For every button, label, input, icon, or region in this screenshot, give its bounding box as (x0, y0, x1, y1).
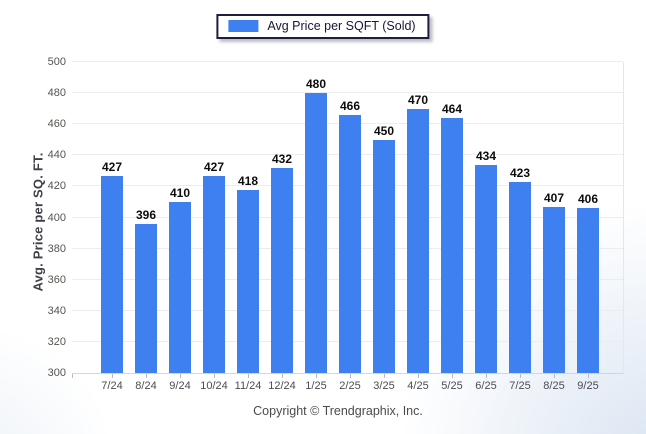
bar (135, 223, 157, 373)
x-tick-label: 5/25 (441, 380, 463, 392)
bar-value-label: 410 (169, 185, 191, 200)
bar-value-label: 464 (441, 101, 463, 116)
bar (101, 175, 123, 373)
bar-slot: 396 (129, 62, 163, 373)
x-tick-label: 11/24 (234, 380, 262, 392)
bar-value-label: 432 (271, 151, 293, 166)
x-axis-tick (554, 374, 555, 378)
y-tick-label: 480 (47, 87, 66, 100)
x-tick-label: 12/24 (268, 380, 296, 392)
bar-slot: 427 (95, 62, 129, 373)
bar-slot: 410 (163, 62, 197, 373)
bar-value-label: 466 (339, 98, 361, 113)
x-tick-label: 10/24 (200, 380, 228, 392)
bar-value-label: 480 (305, 77, 327, 92)
legend-label: Avg Price per SQFT (Sold) (267, 19, 416, 33)
bar-slot: 470 (401, 62, 435, 373)
x-axis-tick (180, 374, 181, 378)
bar-value-label: 450 (373, 123, 395, 138)
bar (305, 93, 327, 373)
x-axis-tick (112, 374, 113, 378)
bar-slot: 450 (367, 62, 401, 373)
bar-slot: 407 (537, 62, 571, 373)
y-tick-label: 380 (47, 242, 66, 255)
plot-area: 427 396 410 427 418 432 480 466 450 470 464 434 423 4… (72, 61, 624, 378)
bar-slot: 434 (469, 62, 503, 373)
bar (169, 201, 191, 373)
x-axis-tick (486, 374, 487, 378)
x-axis-tick (384, 374, 385, 378)
x-axis-tick (282, 374, 283, 378)
x-axis-tick (452, 374, 453, 378)
y-tick-label: 400 (47, 211, 66, 224)
bar-slot: 432 (265, 62, 299, 373)
gridline (72, 92, 623, 94)
bar (543, 206, 565, 373)
bar (237, 189, 259, 373)
y-tick-label: 300 (47, 367, 66, 379)
x-tick-label: 6/25 (475, 380, 497, 392)
legend: Avg Price per SQFT (Sold) (216, 14, 430, 39)
bar-value-label: 470 (407, 92, 429, 107)
bar-value-label: 427 (101, 159, 123, 174)
bar-slot: 423 (503, 62, 537, 373)
y-tick-label: 340 (47, 304, 66, 317)
x-axis-tick (146, 374, 147, 378)
bar-value-label: 396 (135, 207, 157, 222)
x-tick-label: 9/24 (169, 380, 191, 392)
copyright-text: Copyright © Trendgraphix, Inc. (253, 404, 423, 418)
bar-value-label: 418 (237, 173, 259, 188)
bar-value-label: 434 (475, 148, 497, 163)
x-tick-label: 9/25 (577, 380, 599, 392)
x-tick-label: 2/25 (339, 380, 361, 392)
x-tick-label: 8/25 (543, 380, 565, 392)
y-tick-label: 500 (47, 56, 66, 68)
x-axis-tick-labels: 7/24 8/24 9/24 10/24 11/24 12/24 1/25 2/25 3/25 4… (95, 380, 605, 392)
x-tick-label: 4/25 (407, 380, 429, 392)
bar-slot: 466 (333, 62, 367, 373)
x-axis-tick (316, 374, 317, 378)
y-tick-label: 460 (47, 118, 66, 131)
bar (509, 181, 531, 373)
y-tick-label: 320 (47, 335, 66, 348)
bars-group: 427 396 410 427 418 432 480 466 450 470 464 434 423 4… (95, 62, 605, 373)
bar-slot: 464 (435, 62, 469, 373)
x-tick-label: 3/25 (373, 380, 395, 392)
bar (407, 108, 429, 373)
x-axis-tick (520, 374, 521, 378)
bar-value-label: 406 (577, 192, 599, 207)
x-axis-tick (214, 374, 215, 378)
x-axis-tick (350, 374, 351, 378)
bar-value-label: 427 (203, 159, 225, 174)
x-tick-label: 7/25 (509, 380, 531, 392)
bar-value-label: 423 (509, 165, 531, 180)
bar (577, 208, 599, 373)
x-axis-tick (588, 374, 589, 378)
bar (373, 139, 395, 373)
x-tick-label: 7/24 (101, 380, 123, 392)
x-axis-tick (418, 374, 419, 378)
gridline (72, 61, 623, 62)
bar (203, 175, 225, 373)
bar-slot: 418 (231, 62, 265, 373)
bar-value-label: 407 (543, 190, 565, 205)
y-tick-label: 420 (47, 180, 66, 193)
x-axis-tick (72, 374, 73, 378)
x-tick-label: 8/24 (135, 380, 157, 392)
x-axis-tick (248, 374, 249, 378)
bar (475, 164, 497, 373)
x-tick-label: 1/25 (305, 380, 327, 392)
bar-slot: 406 (571, 62, 605, 373)
y-tick-label: 440 (47, 149, 66, 162)
legend-swatch-icon (228, 20, 259, 32)
bar (271, 167, 293, 373)
y-tick-label: 360 (47, 273, 66, 286)
bar-slot: 480 (299, 62, 333, 373)
bar (339, 114, 361, 373)
bar (441, 117, 463, 373)
bar-slot: 427 (197, 62, 231, 373)
